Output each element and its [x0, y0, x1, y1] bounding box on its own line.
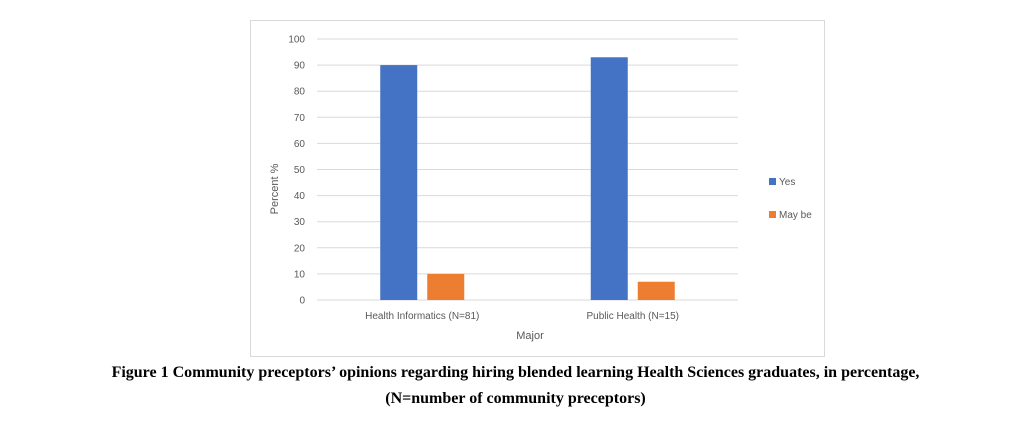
- gridlines: [317, 39, 738, 300]
- y-tick-label: 80: [294, 87, 306, 98]
- bar-chart: 0 10 20 30 40 50 60 70 80 90 100 Health Informatic…: [251, 21, 826, 358]
- y-tick-label: 70: [294, 113, 306, 124]
- x-tick-label: Public Health (N=15): [586, 311, 679, 322]
- y-tick-labels: 0 10 20 30 40 50 60 70 80 90 100: [288, 35, 305, 307]
- chart-frame: 0 10 20 30 40 50 60 70 80 90 100 Health Informatic…: [250, 20, 825, 357]
- legend: Yes May be: [769, 177, 812, 221]
- y-tick-label: 20: [294, 243, 306, 254]
- y-tick-label: 10: [294, 269, 306, 280]
- y-tick-label: 60: [294, 139, 306, 150]
- caption-line-2: (N=number of community preceptors): [0, 386, 1031, 412]
- bar-may-be-0: [427, 274, 464, 300]
- y-tick-label: 40: [294, 191, 306, 202]
- bar-yes-0: [380, 65, 417, 300]
- y-axis-title: Percent %: [269, 163, 281, 214]
- bars: [380, 57, 675, 300]
- y-tick-label: 30: [294, 217, 306, 228]
- legend-swatch-may-be: [769, 211, 776, 218]
- caption-line-1: Figure 1 Community preceptors’ opinions …: [0, 360, 1031, 386]
- x-axis-title: Major: [516, 330, 544, 342]
- bar-yes-1: [591, 57, 628, 300]
- y-tick-label: 90: [294, 61, 306, 72]
- legend-label: May be: [779, 210, 812, 221]
- x-tick-labels: Health Informatics (N=81) Public Health (…: [365, 311, 679, 322]
- y-tick-label: 0: [299, 296, 305, 307]
- bar-may-be-1: [638, 282, 675, 300]
- y-tick-label: 50: [294, 165, 306, 176]
- x-tick-label: Health Informatics (N=81): [365, 311, 479, 322]
- figure-caption: Figure 1 Community preceptors’ opinions …: [0, 360, 1031, 412]
- y-tick-label: 100: [288, 35, 305, 46]
- legend-label: Yes: [779, 177, 795, 188]
- legend-swatch-yes: [769, 178, 776, 185]
